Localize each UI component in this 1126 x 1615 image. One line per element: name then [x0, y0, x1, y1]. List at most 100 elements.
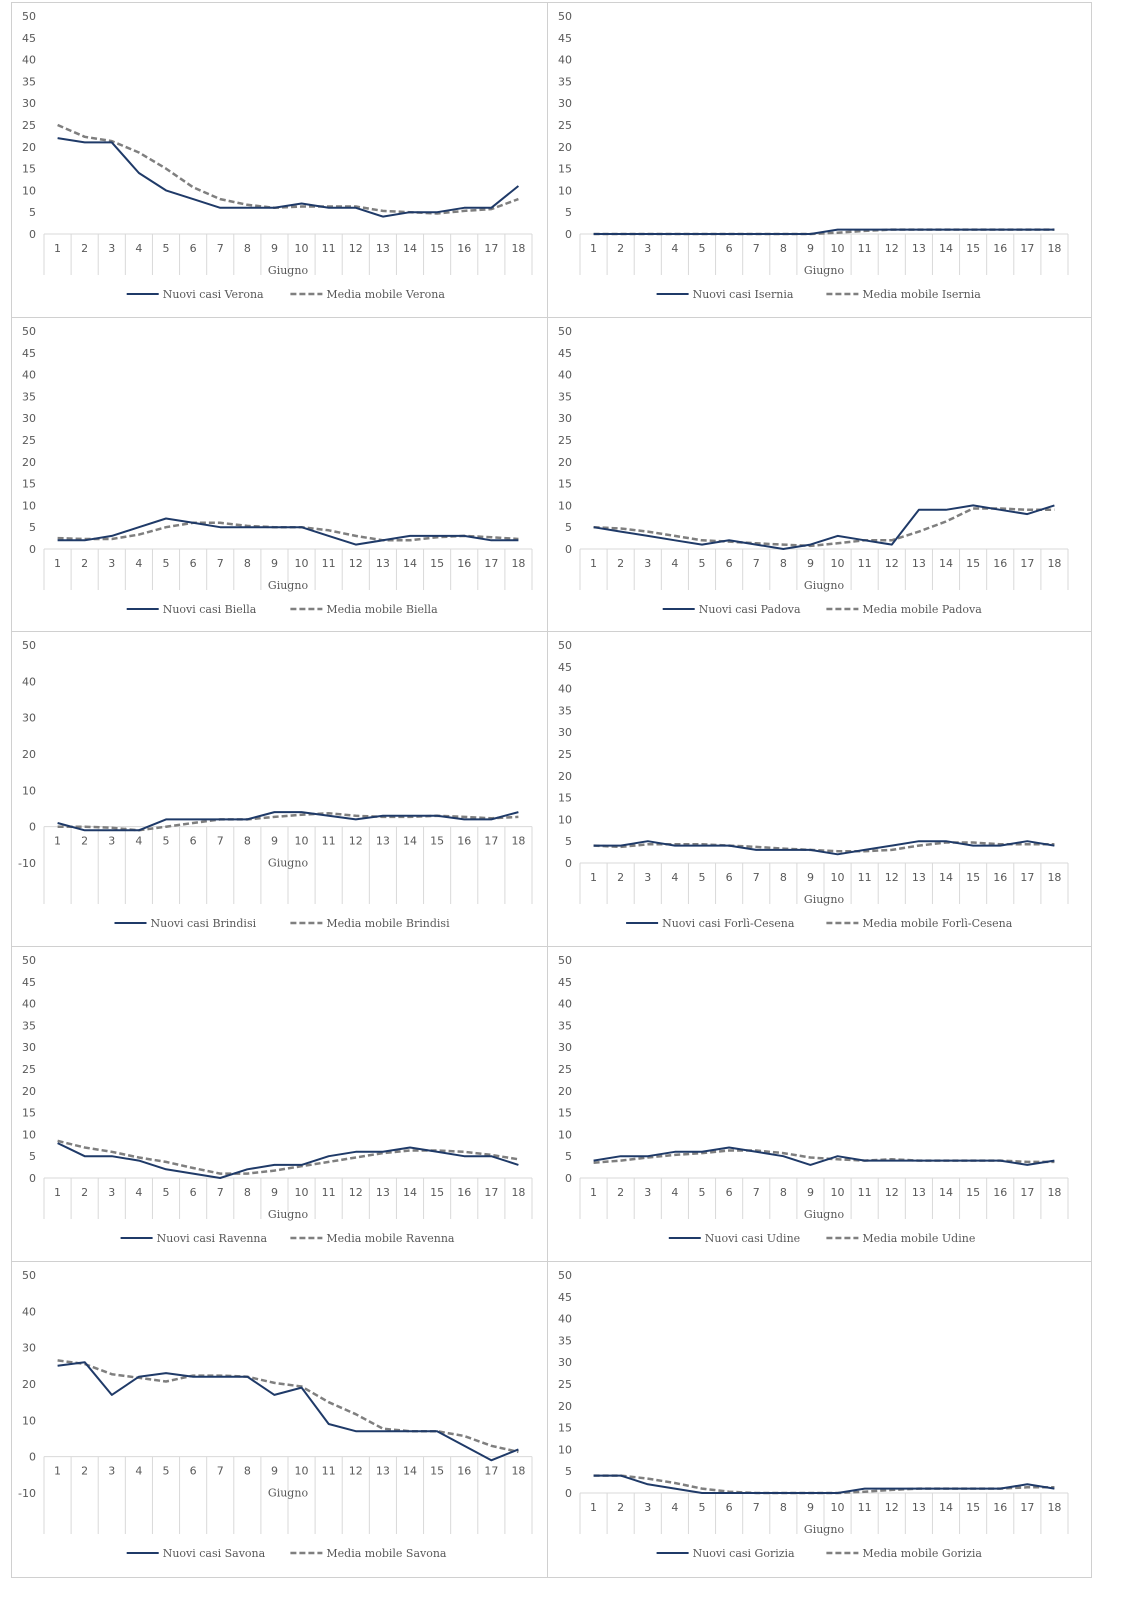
x-tick-label: 17	[484, 242, 498, 255]
y-tick-label: 5	[565, 835, 572, 848]
x-tick-label: 3	[644, 1186, 651, 1199]
x-tick-label: 9	[271, 242, 278, 255]
x-tick-label: 8	[244, 242, 251, 255]
x-tick-label: 18	[511, 1465, 525, 1478]
x-axis-title: Giugno	[268, 579, 309, 592]
x-tick-label: 5	[699, 1501, 706, 1514]
y-tick-label: 0	[29, 228, 36, 241]
y-tick-label: 10	[22, 184, 36, 197]
y-tick-label: 40	[558, 369, 572, 382]
x-tick-label: 15	[966, 557, 980, 570]
series-line-media-mobile	[57, 123, 519, 215]
x-tick-label: 15	[966, 1501, 980, 1514]
y-tick-label: 45	[558, 976, 572, 989]
y-tick-label: 45	[22, 976, 36, 989]
y-tick-label: 15	[558, 1107, 572, 1120]
x-tick-label: 11	[858, 1186, 872, 1199]
chart-panel-1: 0 5 10 15 20 25 30 35 40 45 50 1 2 3 4 5 6 7 8 9 10 11 12 13 14 1…	[11, 2, 556, 319]
y-tick-label: 35	[558, 390, 572, 403]
x-tick-label: 8	[780, 871, 787, 884]
x-tick-label: 9	[807, 1186, 814, 1199]
chart-panel-8: 0 5 10 15 20 25 30 35 40 45 50 1 2 3 4 5 6 7 8 9 10 11 12 13 14 1…	[547, 946, 1092, 1263]
y-tick-label: 0	[565, 1487, 572, 1500]
x-axis-title: Giugno	[268, 264, 309, 277]
x-tick-label: 1	[54, 557, 61, 570]
x-tick-label: 3	[108, 835, 115, 848]
x-tick-label: 3	[644, 1501, 651, 1514]
y-tick-label: 20	[558, 1085, 572, 1098]
x-tick-label: 7	[753, 557, 760, 570]
x-tick-label: 7	[753, 1501, 760, 1514]
x-tick-label: 1	[54, 1186, 61, 1199]
x-tick-label: 13	[376, 242, 390, 255]
x-tick-label: 2	[617, 242, 624, 255]
y-tick-label: 10	[558, 499, 572, 512]
series-line-media-mobile	[593, 1149, 1055, 1164]
series-line-media-mobile	[593, 507, 1055, 548]
y-tick-label: 15	[558, 478, 572, 491]
legend-label: Nuovi casi Biella	[163, 603, 257, 616]
x-tick-label: 12	[885, 557, 899, 570]
y-tick-label: 30	[22, 412, 36, 425]
y-tick-label: 10	[558, 1128, 572, 1141]
series-line-nuovi-casi	[57, 811, 519, 832]
x-tick-label: 10	[831, 1186, 845, 1199]
x-tick-label: 2	[81, 242, 88, 255]
y-tick-label: 25	[558, 434, 572, 447]
x-tick-label: 8	[244, 1186, 251, 1199]
x-tick-label: 3	[108, 557, 115, 570]
x-tick-label: 11	[322, 242, 336, 255]
x-tick-label: 18	[1047, 557, 1061, 570]
x-tick-label: 15	[430, 1465, 444, 1478]
x-tick-label: 18	[511, 557, 525, 570]
x-tick-label: 9	[271, 835, 278, 848]
series-line-nuovi-casi	[57, 1142, 519, 1179]
y-tick-label: 15	[558, 1422, 572, 1435]
x-tick-label: 18	[511, 835, 525, 848]
x-tick-label: 5	[699, 871, 706, 884]
y-tick-label: 15	[558, 163, 572, 176]
y-tick-label: 25	[22, 1063, 36, 1076]
y-tick-label: 15	[558, 792, 572, 805]
x-tick-label: 15	[966, 242, 980, 255]
x-tick-label: 17	[1020, 871, 1034, 884]
x-tick-label: 2	[617, 871, 624, 884]
x-tick-label: 9	[271, 1465, 278, 1478]
chart-panel-10: 0 5 10 15 20 25 30 35 40 45 50 1 2 3 4 5 6 7 8 9 10 11 12 13 14 1…	[547, 1261, 1092, 1578]
y-tick-label: 40	[558, 1313, 572, 1326]
x-tick-label: 8	[244, 1465, 251, 1478]
x-axis-title: Giugno	[804, 579, 845, 592]
legend-label: Nuovi casi Ravenna	[157, 1232, 268, 1245]
x-tick-label: 1	[54, 835, 61, 848]
x-tick-label: 7	[217, 557, 224, 570]
x-tick-label: 5	[163, 835, 170, 848]
x-tick-label: 9	[271, 557, 278, 570]
x-tick-label: 5	[699, 557, 706, 570]
x-tick-label: 14	[403, 242, 417, 255]
y-tick-label: 10	[22, 784, 36, 797]
x-tick-label: 16	[993, 871, 1007, 884]
y-tick-label: 20	[558, 770, 572, 783]
series-line-nuovi-casi	[593, 1474, 1055, 1494]
y-tick-label: 20	[22, 1378, 36, 1391]
y-tick-label: 5	[29, 206, 36, 219]
x-tick-label: 10	[831, 557, 845, 570]
y-tick-label: 0	[29, 543, 36, 556]
y-tick-label: 0	[565, 1172, 572, 1185]
y-tick-label: 25	[558, 119, 572, 132]
x-tick-label: 5	[163, 1186, 170, 1199]
y-tick-label: 30	[22, 712, 36, 725]
y-tick-label: 30	[558, 1041, 572, 1054]
x-tick-label: 10	[295, 835, 309, 848]
x-tick-label: 10	[295, 1186, 309, 1199]
y-tick-label: 40	[558, 998, 572, 1011]
x-tick-label: 3	[644, 557, 651, 570]
x-tick-label: 13	[376, 1186, 390, 1199]
y-tick-label: 40	[22, 1305, 36, 1318]
x-tick-label: 10	[295, 242, 309, 255]
x-tick-label: 11	[322, 1186, 336, 1199]
x-tick-label: 6	[190, 835, 197, 848]
